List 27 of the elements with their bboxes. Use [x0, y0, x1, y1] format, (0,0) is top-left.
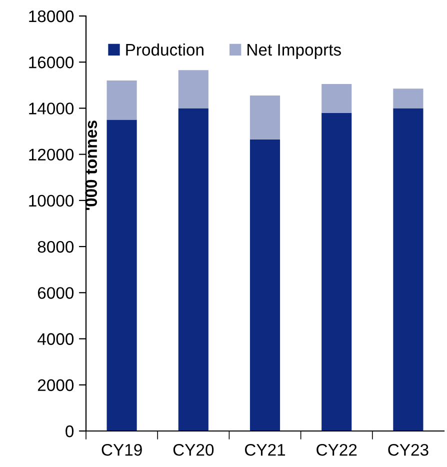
bar — [393, 88, 424, 108]
y-tick-label: 10000 — [29, 194, 74, 207]
x-tick-label: CY19 — [102, 444, 142, 456]
y-tick-label: 8000 — [38, 240, 74, 253]
y-tick-label: 16000 — [29, 56, 74, 68]
bar — [106, 80, 137, 120]
bar — [322, 112, 352, 431]
x-tick-label: CY21 — [245, 444, 286, 456]
x-tick-label: CY20 — [173, 444, 214, 456]
x-tick-label: CY23 — [388, 444, 428, 456]
bar — [322, 84, 352, 113]
y-tick-label: 12000 — [29, 148, 74, 161]
bar — [106, 120, 137, 431]
y-tick-label: 2000 — [38, 379, 74, 392]
y-tick-label: 0 — [66, 425, 74, 438]
y-tick-label: 18000 — [29, 10, 74, 22]
bar — [250, 96, 280, 140]
legend-label: Production — [126, 43, 204, 56]
bar — [393, 108, 424, 431]
bar — [178, 70, 208, 108]
y-tick-label: 4000 — [38, 333, 74, 345]
x-tick-label: CY22 — [316, 444, 357, 456]
bar — [250, 139, 280, 431]
y-tick-label: 6000 — [38, 287, 74, 299]
y-tick-label: 14000 — [29, 102, 74, 114]
legend-label: Net Impoprts — [248, 44, 341, 59]
bar — [178, 108, 208, 431]
